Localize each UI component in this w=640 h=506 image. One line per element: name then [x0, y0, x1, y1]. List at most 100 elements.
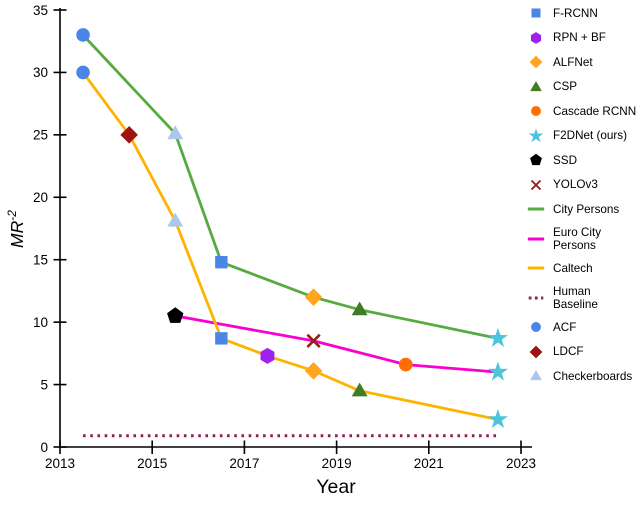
- circle-icon: [531, 106, 541, 116]
- line-icon: [527, 236, 545, 241]
- y-tick-label: 15: [33, 253, 48, 268]
- legend-item-f-rcnn: F-RCNN: [526, 5, 638, 21]
- marker-alfnet: [304, 288, 323, 306]
- legend-label: Euro City Persons: [553, 226, 601, 252]
- diamond-icon: [529, 55, 543, 69]
- diamond-icon: [529, 345, 543, 358]
- marker-f2dnet-ours-: [487, 327, 508, 347]
- legend-item-cascade-rcnn: Cascade RCNN: [526, 103, 638, 119]
- marker-checkerboards: [167, 125, 184, 140]
- legend-item-yolov3: YOLOv3: [526, 177, 638, 193]
- x-tick-label: 2015: [137, 456, 167, 471]
- y-tick-label: 25: [33, 128, 48, 143]
- hexagon-icon: [530, 31, 542, 44]
- y-tick-label: 30: [33, 65, 48, 80]
- x-tick-label: 2017: [229, 456, 259, 471]
- series-line-city-persons: [81, 34, 499, 340]
- legend-item-acf: ACF: [526, 319, 638, 335]
- x-tick-label: 2023: [506, 456, 536, 471]
- legend-label-line: Caltech: [553, 261, 593, 275]
- legend: F-RCNN RPN + BF ALFNet CSP Cascade RCNN F2DNe…: [526, 5, 638, 393]
- legend-item-caltech: Caltech: [526, 260, 638, 276]
- legend-label-line: Human: [553, 284, 591, 298]
- y-tick-label: 35: [33, 3, 48, 18]
- legend-label: ALFNet: [553, 56, 593, 69]
- legend-label-line: CSP: [553, 80, 578, 93]
- legend-label: City Persons: [553, 203, 619, 216]
- legend-label-line: ACF: [553, 320, 577, 334]
- legend-label: Caltech: [553, 262, 593, 275]
- x-tick-label: 2013: [45, 456, 75, 471]
- x-axis-label: Year: [316, 476, 356, 498]
- hexagon-icon: [530, 31, 542, 44]
- triangle-icon: [530, 370, 542, 381]
- legend-item-checkerboards: Checkerboards: [526, 368, 638, 384]
- marker-checkerboards: [167, 212, 184, 227]
- marker-csp: [351, 301, 368, 316]
- legend-label: Cascade RCNN: [553, 105, 636, 118]
- legend-label: CSP: [553, 80, 577, 93]
- series-line-euro-city-persons: [175, 314, 499, 374]
- legend-label-line: YOLOv3: [553, 178, 598, 191]
- legend-label-line: Persons: [553, 238, 596, 252]
- legend-item-ldcf: LDCF: [526, 344, 638, 360]
- y-axis-label: MR-2: [5, 177, 27, 281]
- legend-label: RPN + BF: [553, 31, 606, 44]
- pentagon-icon: [530, 153, 542, 166]
- legend-item-city-persons: City Persons: [526, 201, 638, 217]
- legend-label: F2DNet (ours): [553, 129, 627, 142]
- square-icon: [531, 8, 541, 18]
- dotted-line-icon: [528, 296, 544, 299]
- marker-f2dnet-ours-: [487, 409, 508, 429]
- legend-label: ACF: [553, 321, 576, 334]
- axes: [59, 8, 532, 448]
- y-tick-label: 5: [40, 377, 48, 392]
- legend-label: SSD: [553, 154, 577, 167]
- circle-icon: [531, 106, 541, 116]
- marker-alfnet: [304, 362, 323, 380]
- diamond-icon: [529, 55, 543, 69]
- legend-label-line: F2DNet (ours): [553, 129, 628, 142]
- x-tick-label: 2021: [414, 456, 444, 471]
- circle-icon: [531, 322, 541, 332]
- triangle-icon: [530, 80, 542, 91]
- marker-f2dnet-ours-: [487, 361, 508, 381]
- square-icon: [531, 8, 541, 18]
- legend-label: YOLOv3: [553, 178, 598, 191]
- star-icon: [528, 127, 544, 142]
- star-icon: [528, 127, 544, 142]
- legend-item-f2dnet-ours-: F2DNet (ours): [526, 127, 638, 144]
- series-line-caltech: [81, 71, 499, 421]
- y-tick-label: 0: [40, 440, 48, 455]
- legend-label-line: City Persons: [553, 202, 620, 216]
- legend-label: Human Baseline: [553, 285, 598, 311]
- legend-label-line: Cascade RCNN: [553, 104, 637, 118]
- legend-item-alfnet: ALFNet: [526, 54, 638, 70]
- legend-label-line: Euro City: [553, 225, 602, 239]
- marker-acf: [76, 28, 90, 42]
- triangle-icon: [530, 80, 542, 91]
- marker-rpn-bf: [260, 347, 275, 364]
- legend-label-line: Checkerboards: [553, 369, 633, 383]
- marker-f-rcnn: [215, 332, 228, 345]
- x-icon: [530, 179, 542, 190]
- legend-label: F-RCNN: [553, 7, 598, 20]
- legend-item-csp: CSP: [526, 79, 638, 95]
- triangle-icon: [530, 370, 542, 381]
- marker-f-rcnn: [215, 256, 228, 269]
- legend-item-ssd: SSD: [526, 152, 638, 168]
- legend-item-rpn-bf: RPN + BF: [526, 30, 638, 46]
- marker-yolov3: [306, 333, 321, 348]
- legend-item-euro-city-persons: Euro City Persons: [526, 226, 638, 252]
- x-tick-label: 2019: [322, 456, 352, 471]
- pentagon-icon: [530, 153, 542, 166]
- line-icon: [527, 207, 545, 211]
- legend-label: Checkerboards: [553, 370, 632, 383]
- legend-label-line: SSD: [553, 153, 578, 167]
- y-tick-label: 20: [33, 190, 48, 205]
- marker-cascade-rcnn: [398, 357, 413, 372]
- legend-label-line: Baseline: [553, 297, 598, 311]
- line-icon: [527, 266, 545, 270]
